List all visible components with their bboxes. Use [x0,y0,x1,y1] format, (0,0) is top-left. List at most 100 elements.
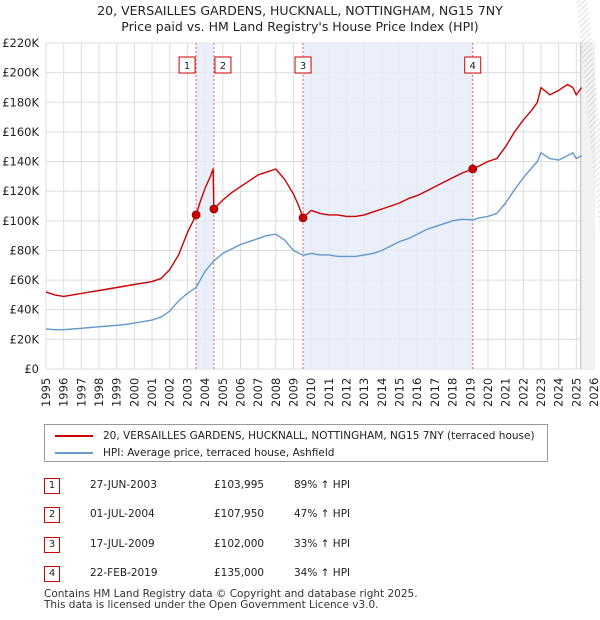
y-tick-label: £100K [2,214,39,228]
legend-swatch-hpi [55,452,93,454]
hatch-stroke [576,0,581,4]
legend: 20, VERSAILLES GARDENS, HUCKNALL, NOTTIN… [44,424,548,462]
hatch-stroke [596,193,600,199]
sale-hpi-change: 33% ↑ HPI [294,538,351,550]
sale-price: £107,950 [214,508,265,520]
sale-marker [191,210,201,220]
hatch-stroke [589,117,600,129]
hatch-stroke [579,22,590,34]
series-line-property [45,83,583,298]
hatch-stroke [584,72,595,84]
x-tick-label: 2019 [463,378,477,407]
hatch-stroke [593,160,600,169]
x-tick-label: 2010 [304,378,318,407]
hatch-stroke [584,67,595,79]
x-tick-label: 2013 [357,378,371,407]
x-tick-label: 1999 [110,378,124,407]
x-tick-label: 2025 [569,378,583,407]
sale-number-badge: 1 [44,478,60,494]
sale-date: 01-JUL-2004 [90,508,155,520]
hatch-stroke [587,97,598,109]
sale-markers [191,164,478,223]
hatch-stroke [597,210,600,214]
sale-marker-labels: 1 2 3 4 [178,56,482,74]
sale-label-box [178,56,196,74]
sale-hpi-change: 34% ↑ HPI [294,567,351,579]
hatch-stroke [582,52,593,64]
sale-hpi-change: 89% ↑ HPI [294,479,351,491]
hatch-stroke [583,62,594,74]
hatch-stroke [588,112,599,124]
x-tick-label: 2005 [216,378,230,407]
x-tick-label: 2003 [180,378,194,407]
legend-label-hpi: HPI: Average price, terraced house, Ashf… [103,447,335,459]
sale-marker [209,204,219,214]
sale-row: 1 27-JUN-2003 £103,995 89% ↑ HPI [44,478,444,498]
y-tick-label: £220K [2,36,39,50]
hatch-stroke [580,27,591,39]
chart-subtitle: Price paid vs. HM Land Registry's House … [121,19,478,34]
x-tick-label: 2012 [340,378,354,407]
y-axis-ticks: £0 £20K £40K £60K £80K £100K £120K £140K £160K £1… [2,36,39,376]
x-tick-label: 2024 [552,378,566,407]
sale-row: 3 17-JUL-2009 £102,000 33% ↑ HPI [44,537,444,557]
future-hatch-area [576,0,600,369]
price-chart: 20, VERSAILLES GARDENS, HUCKNALL, NOTTIN… [2,0,600,407]
x-tick-label: 2014 [375,378,389,407]
y-tick-label: £20K [10,332,40,346]
x-tick-label: 2006 [233,378,247,407]
hatch-stroke [587,102,598,114]
series-line-hpi [45,151,582,331]
sale-number-badge: 3 [44,537,60,553]
hatch-stroke [596,199,600,204]
legend-swatch-property [55,435,93,437]
series-lines [45,83,583,331]
hatch-stroke [595,188,600,194]
y-tick-label: £160K [2,125,39,139]
chart-title: 20, VERSAILLES GARDENS, HUCKNALL, NOTTIN… [97,3,503,18]
hatch-background [580,43,594,369]
x-tick-label: 2017 [428,378,442,407]
hatch-stroke [585,82,596,94]
hatch-stroke [591,144,600,154]
x-tick-label: 1997 [74,378,88,407]
x-tick-label: 2009 [286,378,300,407]
hatch-stroke [582,47,593,59]
y-tick-label: £60K [10,273,40,287]
y-tick-label: £140K [2,155,39,169]
x-tick-label: 2018 [446,378,460,407]
x-tick-label: 2011 [322,378,336,407]
x-tick-label: 2004 [198,378,212,407]
sale-number-badge: 2 [44,507,60,523]
hatch-stroke [594,171,600,179]
footer-line-1: Contains HM Land Registry data © Copyrig… [44,588,418,600]
x-tick-label: 2015 [393,378,407,407]
hatch-stroke [590,133,600,144]
y-tick-label: £40K [10,303,40,317]
x-tick-label: 2002 [163,378,177,407]
y-tick-label: £80K [10,243,40,257]
hatch-stroke [580,32,591,44]
sale-label-text: 3 [300,61,306,72]
x-tick-label: 1995 [39,378,53,407]
x-tick-label: 2008 [269,378,283,407]
sale-label-box [464,56,482,74]
hatch-stroke [595,182,600,189]
shaded-range [303,43,473,369]
hatch-stroke [578,7,589,19]
x-tick-label: 2000 [127,378,141,407]
sale-label-text: 4 [470,61,476,72]
shaded-range [196,43,214,369]
hatch-stroke [597,204,600,209]
sale-label-box [214,56,232,74]
sale-row: 4 22-FEB-2019 £135,000 34% ↑ HPI [44,566,444,586]
shaded-ranges [196,43,473,369]
hatch-stroke [592,149,600,159]
x-tick-label: 2026 [587,378,600,407]
sale-hpi-change: 47% ↑ HPI [294,508,351,520]
hatch-stroke [583,57,594,69]
y-tick-label: £120K [2,184,39,198]
sale-date: 22-FEB-2019 [90,567,158,579]
sale-marker [298,213,308,223]
sale-date: 27-JUN-2003 [90,479,157,491]
